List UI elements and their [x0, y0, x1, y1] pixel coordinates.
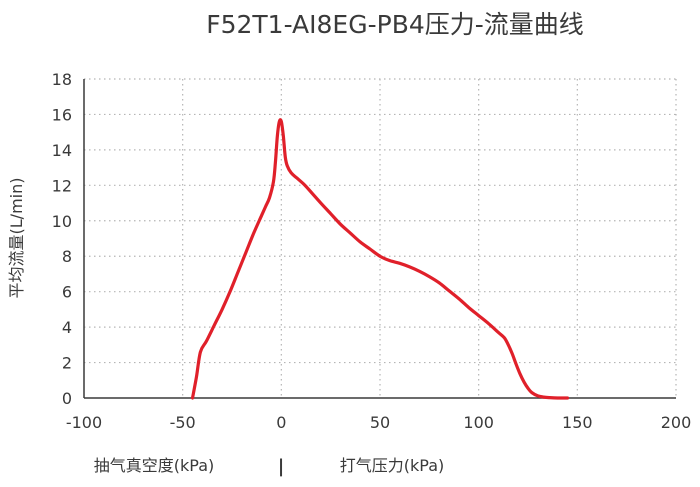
chart-title: F52T1-AI8EG-PB4压力-流量曲线: [206, 10, 584, 39]
x-tick-label-2: 0: [276, 413, 286, 432]
y-tick-label-1: 2: [62, 354, 72, 373]
y-tick-label-4: 8: [62, 247, 72, 266]
y-tick-label-9: 18: [52, 70, 72, 89]
x-tick-labels: -100 -50 0 50 100 150 200: [66, 413, 691, 432]
x-axis-label-right: 打气压力(kPa): [340, 456, 445, 475]
series-layer: [190, 118, 570, 400]
y-tick-label-6: 12: [52, 176, 72, 195]
grid: [84, 78, 677, 398]
x-tick-label-4: 100: [463, 413, 494, 432]
axes: [83, 79, 676, 399]
y-tick-label-8: 16: [52, 105, 72, 124]
y-tick-label-0: 0: [62, 389, 72, 408]
y-axis-label: 平均流量(L/min): [7, 178, 26, 299]
y-tick-label-7: 14: [52, 141, 72, 160]
y-tick-label-5: 10: [52, 212, 72, 231]
y-tick-label-3: 6: [62, 283, 72, 302]
y-tick-labels: 0 2 4 6 8 10 12 14 16 18: [52, 70, 72, 408]
x-tick-label-1: -50: [170, 413, 196, 432]
x-tick-label-0: -100: [66, 413, 102, 432]
x-tick-label-3: 50: [370, 413, 390, 432]
x-tick-label-5: 150: [562, 413, 593, 432]
y-tick-label-2: 4: [62, 318, 72, 337]
x-axis-label-separator: |: [278, 456, 285, 477]
series-line-0: [190, 118, 570, 400]
x-axis-label-left: 抽气真空度(kPa): [94, 456, 215, 475]
x-tick-label-6: 200: [661, 413, 692, 432]
